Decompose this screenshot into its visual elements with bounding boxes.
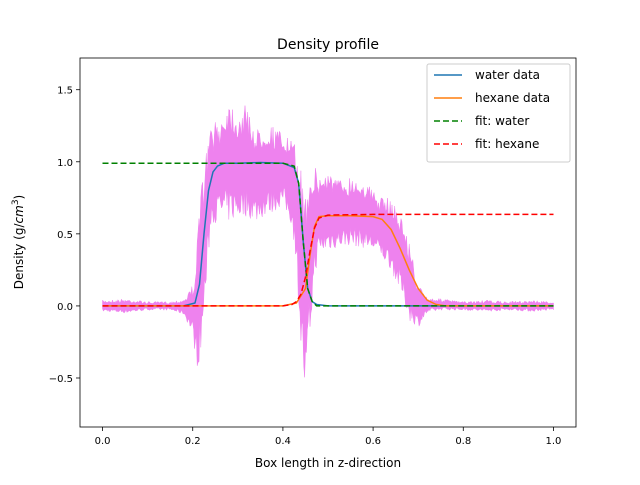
legend-label-4: fit: hexane: [475, 137, 539, 151]
series-line-4: [102, 213, 554, 307]
legend: water data hexane data fit: water fit: hexa…: [426, 63, 571, 163]
y-tick-label: 1.0: [57, 158, 73, 169]
chart-title: Density profile: [277, 37, 379, 53]
series-line-3: [102, 162, 554, 307]
y-tick-label: 0.0: [57, 302, 73, 313]
legend-label-3: fit: water: [475, 114, 529, 128]
x-tick-label: 0.0: [95, 436, 111, 447]
y-axis-label-suffix: ): [12, 195, 26, 200]
legend-label-1: water data: [475, 68, 540, 82]
y-tick-label: −0.5: [49, 374, 73, 385]
y-axis-label-exponent: 3: [11, 199, 21, 205]
axes-frame: [79, 57, 577, 428]
plot-area: [102, 105, 554, 378]
x-tick-label: 0.2: [185, 436, 201, 447]
legend-label-2: hexane data: [475, 91, 550, 105]
y-axis-label-prefix: Density (g/: [12, 223, 26, 290]
legend-box: [426, 63, 571, 163]
x-tick-label: 1.0: [546, 436, 562, 447]
x-axis-label: Box length in z-direction: [255, 456, 401, 470]
y-tick-label: 0.5: [57, 230, 73, 241]
uncertainty-band: [102, 105, 554, 378]
series-line-2: [102, 215, 554, 307]
axes: 0.0 0.2 0.4 0.6 0.8 1.0 −0.5 0.0 0.5 1.0 1.5: [49, 57, 577, 447]
x-tick-label: 0.8: [455, 436, 471, 447]
y-axis-label: Density (g/cm3): [11, 195, 26, 290]
y-tick-label: 1.5: [57, 86, 73, 97]
x-tick-label: 0.4: [275, 436, 291, 447]
y-axis-label-unit: cm: [12, 205, 26, 223]
plot-content: [102, 105, 554, 378]
x-tick-label: 0.6: [365, 436, 381, 447]
